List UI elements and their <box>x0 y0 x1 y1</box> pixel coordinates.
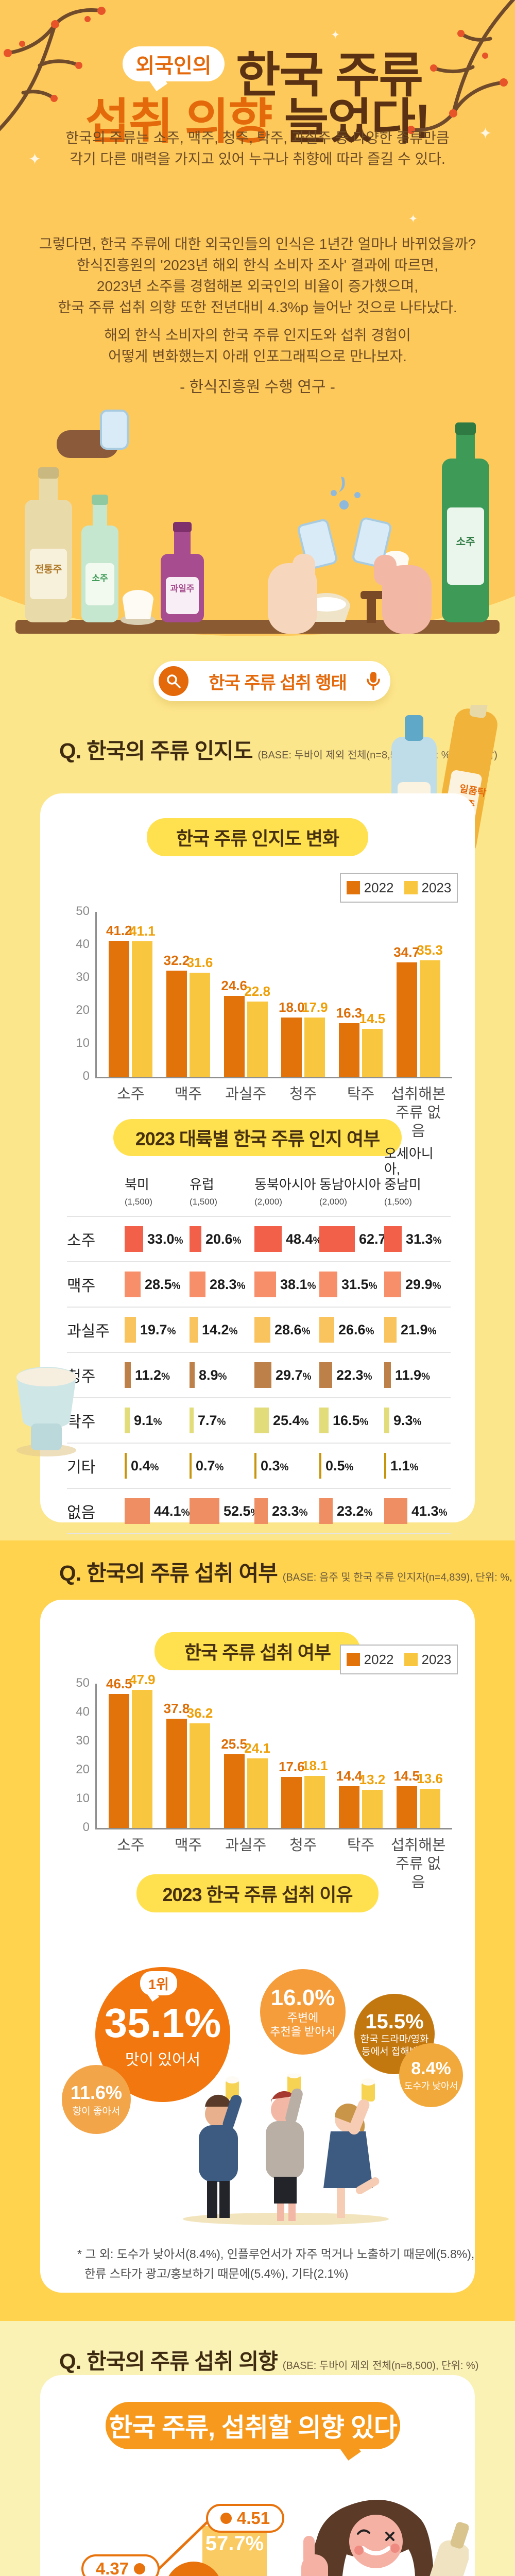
woman-thumbsup-illustration <box>301 2500 469 2576</box>
hand-right <box>374 555 432 634</box>
foreigners-tag-bubble: 외국인의 <box>123 46 225 81</box>
score-badge-2022: 4.37 <box>81 2554 160 2576</box>
badge-reasons: 2023 한국 주류 섭취 이유 <box>136 1874 379 1912</box>
berry-branch-right-icon <box>407 0 515 134</box>
main-title-line1: 한국 주류 <box>236 48 423 102</box>
question-1-title: Q. 한국의 주류 인지도 (BASE: 두바이 제외 전체(n=8,500), … <box>59 739 497 763</box>
search-input[interactable]: 한국 주류 섭취 행태 <box>209 673 347 693</box>
badge-awareness-change: 한국 주류 인지도 변화 <box>147 818 368 856</box>
hand-left <box>268 554 317 634</box>
sparkle-icon: ✦ <box>408 212 418 225</box>
chart2-legend: 2022 2023 <box>340 1645 458 1674</box>
reason-bubble-recommend: 16.0% 주변에 추천을 받아서 <box>260 1969 346 2055</box>
sparkle-icon: ✦ <box>331 28 340 41</box>
question-2-base: (BASE: 음주 및 한국 주류 인지자(n=4,839), 단위: %, 중… <box>282 1572 515 1583</box>
score-badge-2023: 4.51 <box>206 2504 284 2533</box>
reason-bubble-aroma: 11.6% 향이 좋아서 <box>62 2065 131 2134</box>
awareness-card <box>40 793 475 1522</box>
berry-branch-left-icon <box>0 7 106 131</box>
reason-bubble-lowabv: 8.4% 도수가 낮아서 <box>399 2043 463 2107</box>
badge-awareness-by-region: 2023 대륙별 한국 주류 인지 여부 <box>113 1119 402 1156</box>
consumption-chart: 0 10 20 30 40 50 46.5 47.9 37.8 36.2 25.5 24.1 17.6 1… <box>76 1672 452 1891</box>
cheers-illustration <box>15 410 500 634</box>
bottle-fruit-wine <box>161 522 204 622</box>
awareness-region-table: 북미 (1,500) 유럽 (1,500) 동북아시아 (2,000) 동남아시아 (… <box>67 1146 451 1534</box>
main-title-rest: 늘었다! <box>271 94 431 148</box>
main-title-line2: 섭취 의향 늘었다! <box>0 82 515 152</box>
makgeolli-cup-icon <box>16 1367 76 1456</box>
bottle-soju-green <box>442 422 489 622</box>
question-3-title: Q. 한국의 주류 섭취 의향 (BASE: 두바이 제외 전체(n=8,500)… <box>59 2349 479 2374</box>
intent-bar-2023: 57.7% <box>202 2526 267 2576</box>
bottle-label-soju: 소주 <box>92 573 108 583</box>
search-bar[interactable]: 한국 주류 섭취 행태 <box>153 661 390 701</box>
question-1-base: (BASE: 두바이 제외 전체(n=8,500), 단위: %, 중복응답) <box>258 750 497 761</box>
badge-consumption: 한국 주류 섭취 여부 <box>154 1632 360 1670</box>
cheering-people-illustration <box>183 2074 389 2225</box>
intro-paragraph-2: 그렇다면, 한국 주류에 대한 외국인들의 인식은 1년간 얼마나 바뀌었을까?… <box>39 236 476 315</box>
intro-paragraph-3: 해외 한식 소비자의 한국 주류 인지도와 섭취 경험이 어떻게 변화했는지 아… <box>104 327 411 364</box>
bottle-label-fruitwine: 과일주 <box>170 584 195 594</box>
hero-bottle-labels <box>21 430 93 497</box>
tag-label: 외국인의 <box>135 55 212 77</box>
sparkle-icon: ✦ <box>28 151 42 168</box>
search-icon[interactable] <box>159 666 188 696</box>
sparkle-icon: ✦ <box>479 125 492 142</box>
chart1-legend: 2022 2023 <box>340 873 458 903</box>
main-title-highlight: 섭취 의향 <box>85 94 273 148</box>
research-credit: - 한식진흥원 수행 연구 - <box>180 379 335 396</box>
bottle-label-jeontongju: 전통주 <box>35 564 62 575</box>
question-2-title: Q. 한국의 주류 섭취 여부 (BASE: 음주 및 한국 주류 인지자(n=4… <box>59 1556 515 1587</box>
intro-paragraph-1: 한국의 주류는 소주, 맥주, 청주, 탁주, 과실주 등 다양한 종류만큼 각… <box>65 130 450 167</box>
awareness-change-chart: 0 10 20 30 40 50 41.2 41.1 32.2 31.6 24.6 22.8 18.0 1… <box>76 904 452 1140</box>
hand-dark <box>57 410 129 458</box>
question-3-base: (BASE: 두바이 제외 전체(n=8,500), 단위: %) <box>282 2360 479 2371</box>
bottle-label-soju-green: 소주 <box>456 536 475 548</box>
intent-headline-bubble: 한국 주류, 섭취할 의향 있다 <box>106 2402 400 2449</box>
hero-section-bg <box>0 0 515 592</box>
rank-1-pill: 1위 <box>140 1971 177 1995</box>
bottle-soju-mint <box>81 495 118 622</box>
bottle-jeontongju <box>25 467 72 622</box>
reasons-footnote: * 그 외: 도수가 낮아서(8.4%), 인플루언서가 자주 먹거나 노출하기… <box>77 2247 475 2280</box>
mic-icon[interactable] <box>367 671 380 691</box>
